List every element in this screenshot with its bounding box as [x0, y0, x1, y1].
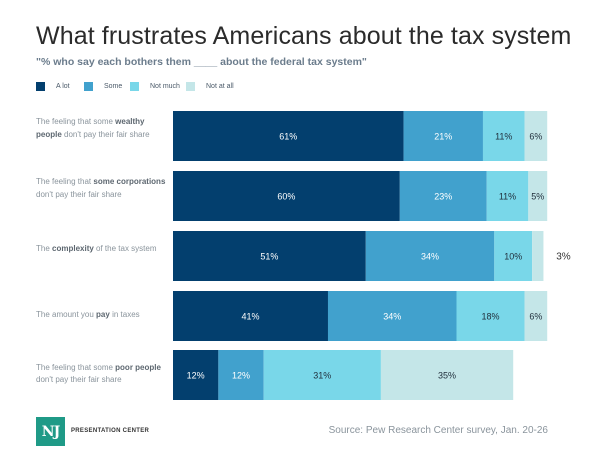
- legend-label-a-lot: A lot: [56, 82, 70, 90]
- source-note: Source: Pew Research Center survey, Jan.…: [328, 425, 548, 436]
- data-label-not-at-all: 3%: [556, 252, 571, 263]
- legend-item-a-lot: A lot: [36, 80, 70, 92]
- bar-not-at-all: [524, 111, 548, 161]
- data-label-a-lot: 12%: [187, 371, 205, 381]
- bar-a-lot: [173, 171, 400, 221]
- data-label-some: 21%: [434, 132, 452, 142]
- legend-label-not-at-all: Not at all: [206, 82, 234, 90]
- bar-not-much: [456, 291, 525, 341]
- data-label-some: 12%: [232, 371, 250, 381]
- data-label-not-at-all: 5%: [531, 192, 544, 202]
- category-label: The feeling that some corporations don't…: [36, 177, 166, 199]
- nj-logo: NJ: [36, 417, 65, 446]
- bar-a-lot: [173, 111, 404, 161]
- legend-item-not-at-all: Not at all: [186, 80, 234, 92]
- bar-some: [327, 291, 457, 341]
- bar-not-much: [263, 350, 381, 400]
- brand-name: PRESENTATION CENTER: [71, 428, 150, 434]
- legend-swatch-some: [84, 81, 93, 91]
- chart-subtitle: "% who say each bothers them ____ about …: [36, 56, 367, 68]
- data-label-not-much: 18%: [482, 312, 500, 322]
- data-label-not-much: 11%: [499, 192, 516, 202]
- data-label-not-at-all: 35%: [438, 371, 456, 381]
- category-label: The amount you pay in taxes: [36, 309, 140, 319]
- legend-item-not-much: Not much: [130, 80, 180, 92]
- legend-swatch-not-at-all: [186, 81, 195, 91]
- data-label-not-much: 11%: [495, 132, 512, 142]
- bar-not-much: [494, 231, 533, 281]
- bar-not-at-all: [528, 171, 548, 221]
- data-label-a-lot: 41%: [241, 312, 259, 322]
- legend-swatch-not-much: [130, 81, 139, 91]
- data-label-a-lot: 51%: [260, 252, 278, 262]
- data-label-some: 23%: [434, 192, 452, 202]
- bar-not-much: [486, 171, 529, 221]
- bar-a-lot: [173, 291, 328, 341]
- chart-title: What frustrates Americans about the tax …: [36, 22, 572, 50]
- bar-some: [399, 171, 487, 221]
- data-label-some: 34%: [383, 312, 401, 322]
- bar-a-lot: [173, 231, 366, 281]
- data-label-not-much: 31%: [313, 371, 331, 381]
- data-label-some: 34%: [421, 252, 439, 262]
- data-label-a-lot: 61%: [279, 132, 297, 142]
- data-label-a-lot: 60%: [277, 192, 295, 202]
- legend-swatch-a-lot: [36, 81, 45, 91]
- bar-not-much: [482, 111, 525, 161]
- data-label-not-much: 10%: [504, 252, 522, 262]
- bar-some: [403, 111, 483, 161]
- data-label-not-at-all: 6%: [529, 312, 542, 322]
- bar-some: [218, 350, 264, 400]
- category-label: The feeling that some poor people don't …: [36, 362, 161, 385]
- category-label: The feeling that some wealthy people don…: [36, 117, 150, 139]
- data-label-not-at-all: 6%: [529, 132, 542, 142]
- category-label: The complexity of the tax system: [36, 243, 157, 253]
- bar-some: [365, 231, 495, 281]
- bar-a-lot: [173, 350, 219, 400]
- legend-item-some: Some: [84, 80, 122, 92]
- bar-not-at-all: [524, 291, 548, 341]
- bar-not-at-all: [380, 350, 514, 400]
- legend-label-not-much: Not much: [150, 82, 180, 90]
- legend-label-some: Some: [104, 82, 123, 90]
- bar-not-at-all: [532, 231, 544, 281]
